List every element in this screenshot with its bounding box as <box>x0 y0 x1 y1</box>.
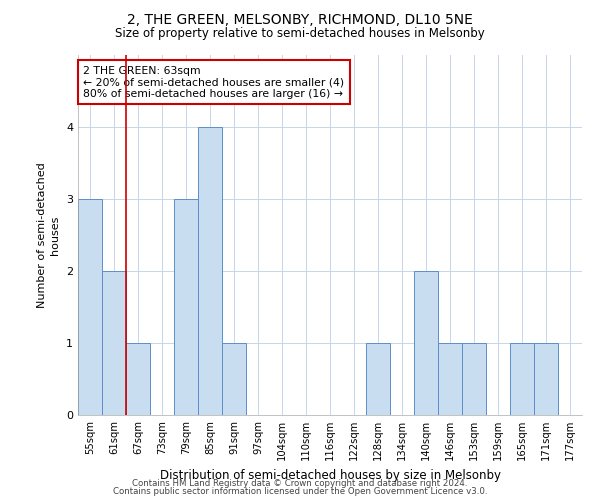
Bar <box>438 343 462 415</box>
Text: Contains public sector information licensed under the Open Government Licence v3: Contains public sector information licen… <box>113 487 487 496</box>
Y-axis label: Number of semi-detached
houses: Number of semi-detached houses <box>37 162 61 308</box>
Bar <box>174 199 198 415</box>
Text: Size of property relative to semi-detached houses in Melsonby: Size of property relative to semi-detach… <box>115 28 485 40</box>
Bar <box>534 343 558 415</box>
Bar <box>414 271 438 415</box>
Bar <box>366 343 390 415</box>
Text: 2, THE GREEN, MELSONBY, RICHMOND, DL10 5NE: 2, THE GREEN, MELSONBY, RICHMOND, DL10 5… <box>127 12 473 26</box>
Text: Contains HM Land Registry data © Crown copyright and database right 2024.: Contains HM Land Registry data © Crown c… <box>132 478 468 488</box>
X-axis label: Distribution of semi-detached houses by size in Melsonby: Distribution of semi-detached houses by … <box>160 468 500 481</box>
Bar <box>222 343 246 415</box>
Bar <box>78 199 102 415</box>
Bar <box>510 343 534 415</box>
Bar <box>126 343 150 415</box>
Text: 2 THE GREEN: 63sqm
← 20% of semi-detached houses are smaller (4)
80% of semi-det: 2 THE GREEN: 63sqm ← 20% of semi-detache… <box>83 66 344 99</box>
Bar <box>102 271 126 415</box>
Bar <box>462 343 486 415</box>
Bar <box>198 127 222 415</box>
